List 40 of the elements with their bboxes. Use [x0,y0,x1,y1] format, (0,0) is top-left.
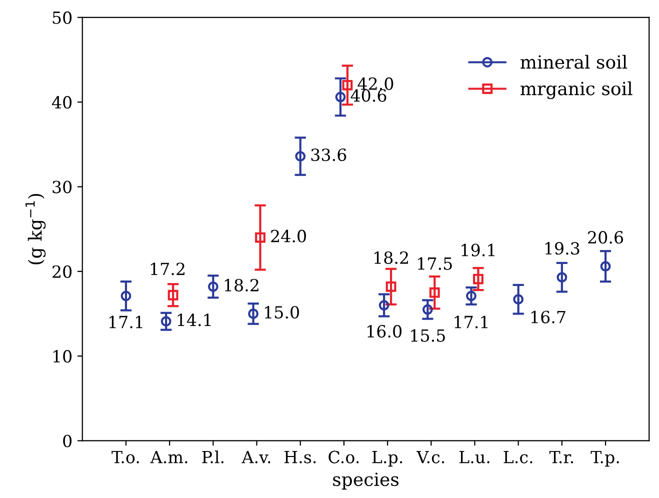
x-tick-label: L.u. [459,450,490,464]
data-label: 20.6 [588,231,624,244]
y-tick-label: 30 [52,180,72,194]
x-tick-label: T.r. [549,450,574,464]
y-axis-title: (g kg$^{−1}$) [25,194,46,264]
legend-label: mineral soil [520,54,628,69]
x-tick-label: A.v. [242,450,270,464]
data-label: 17.1 [109,316,142,328]
y-tick-label: 10 [53,350,72,363]
data-label: 40.6 [350,89,386,102]
x-tick-label: V.c. [416,450,444,464]
data-label: 15.0 [265,306,299,319]
x-tick-label: P.l. [202,450,224,464]
y-tick-label: 20 [52,265,72,278]
x-tick-label: L.c. [504,450,532,464]
data-label: 19.3 [545,242,580,255]
x-tick-label: A.m. [150,450,188,464]
x-tick-label: T.p. [590,450,619,467]
x-tick-label: T.o. [112,450,139,464]
data-label: 33.6 [311,148,346,162]
x-tick-label: C.o. [328,450,359,464]
data-label: 16.7 [531,310,566,324]
data-label: 42.0 [358,77,394,90]
data-label: 15.5 [411,329,445,342]
legend-label: mrganic soil [520,81,632,100]
data-label: 17.5 [418,257,452,270]
data-label: 18.2 [224,278,258,292]
data-label: 14.1 [178,314,211,326]
data-label: 17.2 [150,262,184,276]
data-label: 19.1 [462,244,494,256]
x-tick-label: H.s. [284,450,316,464]
data-label: 18.2 [374,251,408,264]
data-label: 16.0 [368,325,402,338]
x-tick-label: L.p. [372,450,402,467]
y-tick-label: 50 [52,11,72,24]
y-tick-label: 40 [52,96,72,109]
y-tick-label: 0 [63,434,72,448]
data-label: 24.0 [271,230,306,242]
data-label: 17.1 [454,316,488,328]
x-axis-title: species [333,472,398,490]
